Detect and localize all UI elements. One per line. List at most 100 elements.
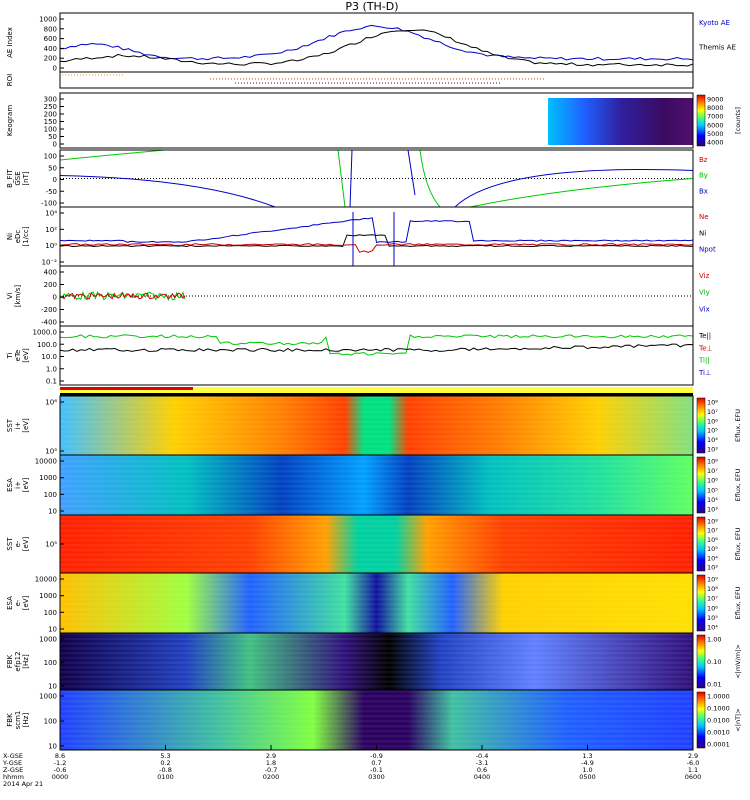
ephemeris-y-gse: -3.1 xyxy=(476,759,489,767)
y-axis-label: [eV] xyxy=(22,418,30,433)
legend-entry: Kyoto AE xyxy=(699,19,730,27)
y-tick-label: 100 xyxy=(44,491,57,499)
legend-entry: Te⊥ xyxy=(698,344,713,352)
spectrogram-band xyxy=(60,534,693,537)
panel-roi: ROI xyxy=(6,71,694,89)
spectrogram-band xyxy=(60,400,693,404)
y-axis-label: e- xyxy=(14,599,22,606)
y-axis-label: FBK xyxy=(6,713,14,727)
y-tick-label: 10 xyxy=(48,683,57,691)
colorbar-tick-label: 10⁶ xyxy=(707,417,718,425)
y-axis-label: eTe xyxy=(14,350,22,362)
ephemeris-row-label: 2014 Apr 21 xyxy=(3,780,43,788)
spectrogram-band xyxy=(60,505,693,508)
colorbar-tick-label: 10⁸ xyxy=(707,399,718,407)
y-axis-label: [1/cc] xyxy=(22,226,30,246)
y-tick-label: 1000 xyxy=(39,693,57,701)
y-tick-label: 200 xyxy=(44,111,57,119)
ephemeris-x-gse: 1.3 xyxy=(582,752,592,760)
spectrogram-band xyxy=(60,675,693,679)
spectrogram-band xyxy=(60,425,693,428)
colorbar-tick-label: 10⁸ xyxy=(707,518,718,526)
colorbar-tick-label: 10⁸ xyxy=(707,585,718,593)
y-tick-label: 100 xyxy=(44,126,57,134)
y-tick-label: -400 xyxy=(41,319,57,327)
spectrogram-band xyxy=(60,618,693,621)
spectrogram-band xyxy=(60,671,693,674)
y-axis-label: eDc xyxy=(14,230,22,244)
colorbar-label: Eflux, EFU xyxy=(734,527,742,560)
by-curve xyxy=(469,178,694,208)
y-tick-label: 10⁵ xyxy=(45,448,57,456)
colorbar-tick-label: 10⁷ xyxy=(707,467,718,475)
y-tick-label: 0.1 xyxy=(46,378,57,386)
y-tick-label: 400 xyxy=(44,45,57,53)
mode-strip xyxy=(60,387,693,396)
spectrogram-band xyxy=(60,647,693,650)
colorbar-tick-label: 0.0010 xyxy=(707,729,730,737)
colorbar-label: Eflux, EFU xyxy=(734,468,742,501)
ephemeris-y-gse: -4.9 xyxy=(581,759,594,767)
spectrogram-band xyxy=(60,548,693,552)
colorbar-label: Eflux, EFU xyxy=(734,586,742,619)
ephemeris-x-gse: 8.6 xyxy=(55,752,65,760)
y-tick-label: 10⁶ xyxy=(45,399,57,407)
ephemeris-row-label: X-GSE xyxy=(3,752,23,760)
spectrogram-fbk_b xyxy=(60,690,693,750)
spectrogram-band xyxy=(60,735,693,738)
colorbar-tick-label: 0.0001 xyxy=(707,741,730,749)
spectrogram-band xyxy=(60,490,693,493)
x-tick-label-time: 0600 xyxy=(685,773,702,781)
y-tick-label: 1000 xyxy=(39,636,57,644)
y-axis-label: Ti xyxy=(6,352,14,359)
ephemeris-row-label: hhmm xyxy=(3,773,24,781)
y-tick-label: 1.0 xyxy=(46,365,57,373)
panel-velocity: 400 200 0 -200 -400 Vi [km/s] Viz Viy Vix xyxy=(6,265,710,327)
spectrogram-band xyxy=(60,666,693,669)
spectrogram-band xyxy=(60,396,693,399)
ephemeris-x-gse: 5.3 xyxy=(160,752,170,760)
y-tick-label: 0 xyxy=(53,65,57,73)
y-tick-label: 50 xyxy=(48,164,57,172)
y-axis-label: efp12 xyxy=(14,651,22,671)
y-tick-label: 10⁻² xyxy=(42,259,58,267)
colorbar-label: <|nT|> xyxy=(734,708,742,731)
y-tick-label: 10⁴ xyxy=(45,210,57,218)
ne-line xyxy=(59,243,694,253)
spectrogram-band xyxy=(60,720,693,723)
panel-bg-density xyxy=(60,207,693,266)
colorbar-tick-label: 10⁵ xyxy=(707,427,718,435)
y-axis-label: GSE xyxy=(14,171,22,185)
ephemeris-z-gse: -0.6 xyxy=(54,766,67,774)
panel-bg-temp xyxy=(60,326,693,385)
y-tick-label: 1000.0 xyxy=(33,329,58,337)
y-tick-label: 100 xyxy=(44,153,57,161)
legend-entry: Vix xyxy=(699,305,710,313)
y-tick-label: 800 xyxy=(44,25,57,33)
ephemeris-row-label: Z-GSE xyxy=(3,766,23,774)
ephemeris-row-label: Y-GSE xyxy=(2,759,22,767)
spectrogram-band xyxy=(60,568,693,571)
y-axis-label: ROI xyxy=(6,74,14,86)
legend-entry: Ti⊥ xyxy=(698,369,711,377)
colorbar-tick-label: 5000 xyxy=(707,130,724,138)
x-tick-label-time: 0000 xyxy=(52,773,69,781)
colorbar-tick-label: 1.00 xyxy=(707,636,721,644)
y-tick-label: 100.0 xyxy=(37,341,57,349)
by-curve xyxy=(419,149,441,208)
spectrogram-band xyxy=(60,573,693,576)
colorbar-tick-label: 0.0100 xyxy=(707,717,730,725)
spectrogram-band xyxy=(60,598,693,601)
spectrogram-band xyxy=(60,588,693,591)
ephemeris-x-gse: 2.9 xyxy=(688,752,698,760)
spectrogram-esa_e xyxy=(60,573,693,633)
y-tick-label: 100 xyxy=(44,659,57,667)
y-axis-label: B_FIT xyxy=(6,168,14,187)
colorbar-gradient xyxy=(696,456,706,514)
spectrogram-band xyxy=(60,500,693,503)
colorbar-tick-label: 9000 xyxy=(707,96,724,104)
